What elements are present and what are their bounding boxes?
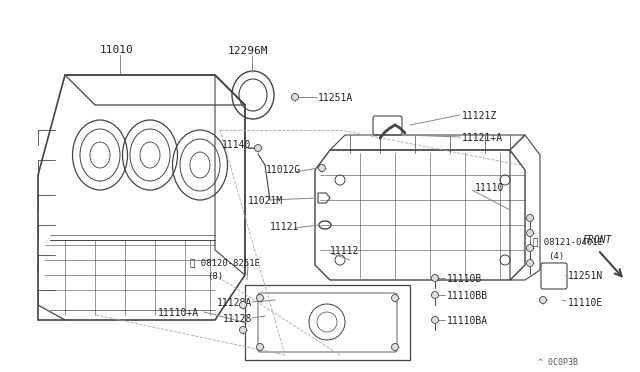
Circle shape <box>239 327 246 334</box>
Text: 11121: 11121 <box>270 222 300 232</box>
Text: 11251N: 11251N <box>568 271 604 281</box>
Text: Ⓑ 08121-0401E: Ⓑ 08121-0401E <box>533 237 603 246</box>
Circle shape <box>392 295 399 301</box>
Text: ^ 0C0P3B: ^ 0C0P3B <box>538 358 578 367</box>
Text: 11012G: 11012G <box>266 165 301 175</box>
Circle shape <box>392 343 399 350</box>
Circle shape <box>527 230 534 237</box>
Text: 11128: 11128 <box>223 314 252 324</box>
Circle shape <box>527 215 534 221</box>
Circle shape <box>319 164 326 171</box>
Text: 11110+A: 11110+A <box>158 308 199 318</box>
Text: 11110B: 11110B <box>447 274 483 284</box>
Text: 11021M: 11021M <box>248 196 284 206</box>
Text: 11110BB: 11110BB <box>447 291 488 301</box>
Circle shape <box>257 295 264 301</box>
Circle shape <box>527 244 534 251</box>
Circle shape <box>291 93 298 100</box>
Text: 11121Z: 11121Z <box>462 111 497 121</box>
Text: 11110BA: 11110BA <box>447 316 488 326</box>
Text: 11010: 11010 <box>100 45 134 55</box>
Text: (4): (4) <box>548 252 564 261</box>
Circle shape <box>257 343 264 350</box>
Text: 11140: 11140 <box>222 140 252 150</box>
Text: 11121+A: 11121+A <box>462 133 503 143</box>
Text: Ⓑ 08120-8251E: Ⓑ 08120-8251E <box>190 258 260 267</box>
Text: 11251A: 11251A <box>318 93 353 103</box>
Circle shape <box>431 292 438 298</box>
Text: 11128A: 11128A <box>217 298 252 308</box>
Circle shape <box>540 296 547 304</box>
Text: 11110: 11110 <box>475 183 504 193</box>
Text: FRONT: FRONT <box>583 235 612 245</box>
Text: 11112: 11112 <box>330 246 360 256</box>
Text: 11110E: 11110E <box>568 298 604 308</box>
Circle shape <box>527 260 534 266</box>
Text: (8): (8) <box>207 272 223 281</box>
Circle shape <box>255 144 262 151</box>
Circle shape <box>239 301 246 308</box>
Circle shape <box>431 275 438 282</box>
Circle shape <box>431 317 438 324</box>
Text: 12296M: 12296M <box>228 46 269 56</box>
